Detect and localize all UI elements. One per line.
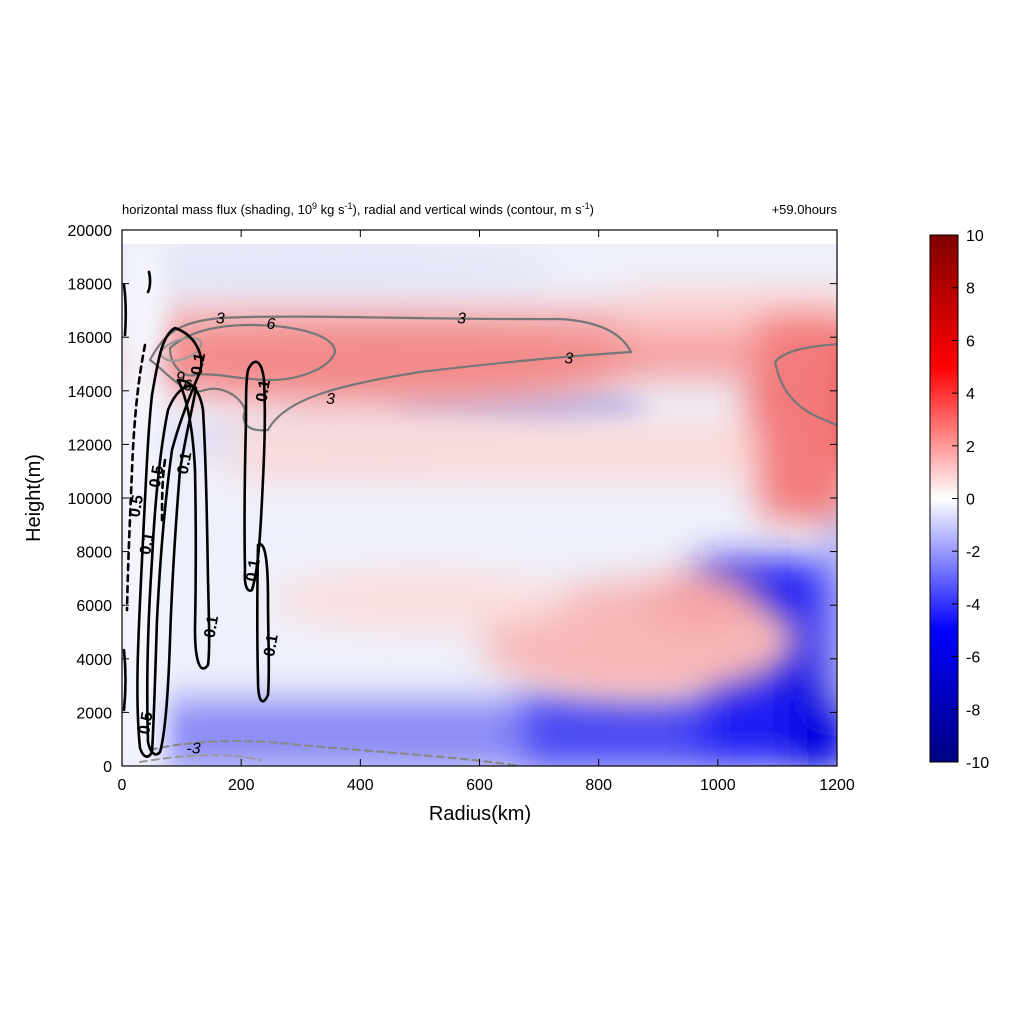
colorbar-tick-label: -6 [966,650,980,667]
contours [122,270,837,766]
contour-radial-3-far [773,343,837,427]
x-tick-label: 400 [347,777,374,794]
x-tick-label: 200 [228,777,255,794]
y-tick-label: 14000 [68,384,113,401]
contour-radial-neg3 [148,739,522,766]
contour-label: 9 [176,369,185,386]
x-tick-label: 0 [118,777,127,794]
axis-ticks: 0 200 400 600 800 1000 12000200040006000800010… [68,223,855,794]
contour-label: 6 [183,377,192,394]
contour-vertical-01-ring [243,360,267,592]
colorbar-tick-label: 2 [966,439,975,456]
plot-area: 3 6 33396-30.10.10.10.50.50.10.10.10.10.5 … [68,223,855,794]
y-tick-label: 0 [103,759,112,776]
shade-upper-outflow [122,290,837,480]
y-tick-label: 12000 [68,437,113,454]
contour-label: 0.1 [261,633,282,658]
time-label: +59.0hours [772,202,838,217]
colorbar-tick-label: -4 [966,597,980,614]
colorbar-tick-label: 8 [966,281,975,298]
contour-label: 3 [457,310,466,327]
colorbar-tick-label: 0 [966,492,975,509]
contour-label: 0.5 [126,494,147,519]
contour-label: 6 [267,316,276,333]
contour-vertical-01-outer-strip [122,283,127,337]
contour-label: 0.5 [136,711,157,736]
contour-vertical-01-inner [176,378,211,670]
x-tick-label: 800 [585,777,612,794]
y-tick-label: 2000 [76,705,112,722]
contour-vertical-01-ring-lower [255,542,271,703]
colorbar-tick-label: 4 [966,386,975,403]
x-tick-label: 1000 [700,777,736,794]
contour-label: 0.1 [175,451,196,476]
contour-label: 0.5 [147,464,168,489]
contour-label: 0.1 [188,352,209,377]
colorbar-tick-label: -10 [966,755,989,772]
x-tick-label: 1200 [819,777,855,794]
y-tick-label: 16000 [68,330,113,347]
y-tick-label: 20000 [68,223,113,240]
contour-radial-9 [159,337,203,362]
y-axis-label: Height(m) [23,454,45,542]
contour-label: 3 [564,351,573,368]
contour-label: 0.1 [243,558,264,583]
contour-label: 0.1 [202,614,223,639]
y-tick-label: 4000 [76,652,112,669]
colorbar-tick-label: -2 [966,544,980,561]
colorbar-ticks: -10 -8 -6 -4 -2 0 2 4 6 8 10 [952,228,989,772]
y-tick-label: 8000 [76,545,112,562]
contour-radial-3-outer [148,315,633,432]
contour-label: -3 [186,741,200,758]
colorbar-tick-label: -8 [966,702,980,719]
shade-mid-level-outflow [270,570,800,700]
contour-radial-6 [168,323,337,382]
y-tick-label: 6000 [76,598,112,615]
contour-label: 0.1 [253,378,274,403]
contour-label: 3 [326,391,335,408]
contour-label: 3 [216,310,225,327]
x-tick-label: 600 [466,777,493,794]
colorbar-tick-label: 10 [966,228,984,245]
colorbar: -10 -8 -6 -4 -2 0 2 4 6 8 10 [929,228,989,772]
x-axis-label: Radius(km) [429,803,531,825]
shade-far-field-outflow [750,320,837,520]
contour-vertical-01-core [136,326,203,758]
y-tick-label: 18000 [68,277,113,294]
colorbar-tick-label: 6 [966,333,975,350]
y-tick-label: 10000 [68,491,113,508]
shading-field [122,230,837,766]
contour-label: 0.1 [137,531,158,556]
contour-vertical-01-dashed [125,343,147,612]
shade-upper-weak-inflow [122,240,560,300]
chart-title: horizontal mass flux (shading, 109 kg s-… [122,201,594,217]
